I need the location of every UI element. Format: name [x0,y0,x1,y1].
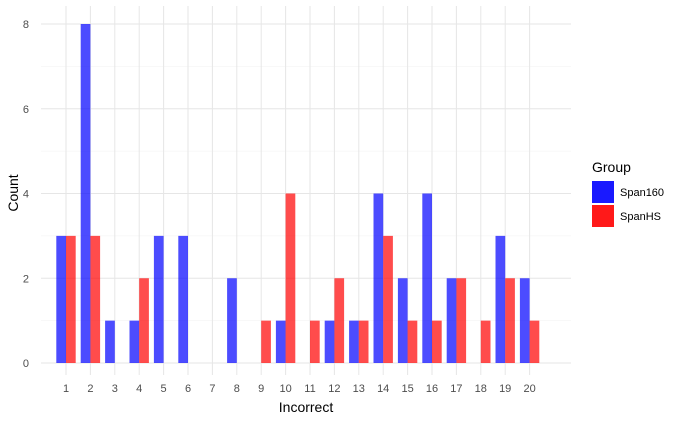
bar-span160-12 [324,320,335,363]
bar-span160-15 [397,278,408,363]
x-tick-label: 2 [87,383,93,395]
grid [41,6,571,375]
bar-span160-20 [519,278,530,363]
x-tick-label: 8 [234,383,240,395]
x-tick-label: 5 [161,383,167,395]
y-tick-label: 8 [23,19,29,31]
x-tick-label: 13 [353,383,365,395]
bar-spanhs-1 [66,235,76,363]
bar-span160-4 [129,320,140,363]
bar-span160-13 [349,320,359,363]
legend-title: Group [592,159,631,175]
bar-spanhs-2 [90,235,101,363]
y-tick-label: 6 [23,104,29,116]
y-tick-label: 4 [23,189,29,201]
legend-label-span160: Span160 [620,187,664,199]
x-tick-label: 1 [63,383,69,395]
legend-key-spanhs [592,205,614,227]
bar-spanhs-13 [358,320,369,363]
bar-spanhs-16 [432,320,442,363]
bar-spanhs-15 [407,320,418,363]
bar-spanhs-10 [285,193,296,363]
x-tick-label: 18 [475,383,487,395]
bar-spanhs-12 [334,278,345,363]
x-tick-label: 14 [377,383,389,395]
bar-spanhs-9 [261,320,271,363]
bar-spanhs-4 [139,278,149,363]
x-tick-label: 17 [450,383,462,395]
bar-spanhs-18 [480,320,491,363]
bar-spanhs-14 [383,235,393,363]
x-tick-label: 20 [523,383,535,395]
bar-span160-16 [422,193,432,363]
bar-spanhs-17 [456,278,467,363]
x-tick-label: 3 [112,383,118,395]
x-tick-label: 7 [209,383,215,395]
y-axis-title: Count [5,174,21,211]
x-tick-label: 12 [328,383,340,395]
legend-key-span160 [592,181,614,203]
bar-spanhs-20 [529,320,540,363]
x-tick-label: 15 [401,383,413,395]
bar-spanhs-19 [505,278,515,363]
bar-span160-17 [446,278,457,363]
x-tick-label: 6 [185,383,191,395]
bar-span160-6 [178,235,188,363]
x-tick-label: 19 [499,383,511,395]
legend-label-spanhs: SpanHS [620,211,661,223]
x-tick-label: 4 [136,383,142,395]
bars [56,24,540,363]
bar-span160-2 [80,24,91,363]
bar-span160-3 [105,320,115,363]
bar-span160-10 [275,320,286,363]
y-axis: 0 2 4 6 8 [23,19,29,370]
bar-span160-1 [56,235,66,363]
x-axis: 1 2 3 4 5 6 7 8 9 10 11 12 13 14 15 16 17 18 19 20 [63,383,536,395]
x-tick-label: 11 [304,383,315,395]
bar-span160-19 [495,235,506,363]
x-tick-label: 9 [258,383,264,395]
y-tick-label: 2 [23,273,29,285]
bar-span160-5 [153,235,164,363]
x-tick-label: 16 [426,383,438,395]
legend: Group Span160 SpanHS [592,159,664,227]
x-tick-label: 10 [279,383,291,395]
y-tick-label: 0 [23,358,29,370]
bar-span160-8 [227,278,237,363]
bar-span160-14 [373,193,384,363]
bar-spanhs-11 [310,320,320,363]
x-axis-title: Incorrect [279,399,334,415]
